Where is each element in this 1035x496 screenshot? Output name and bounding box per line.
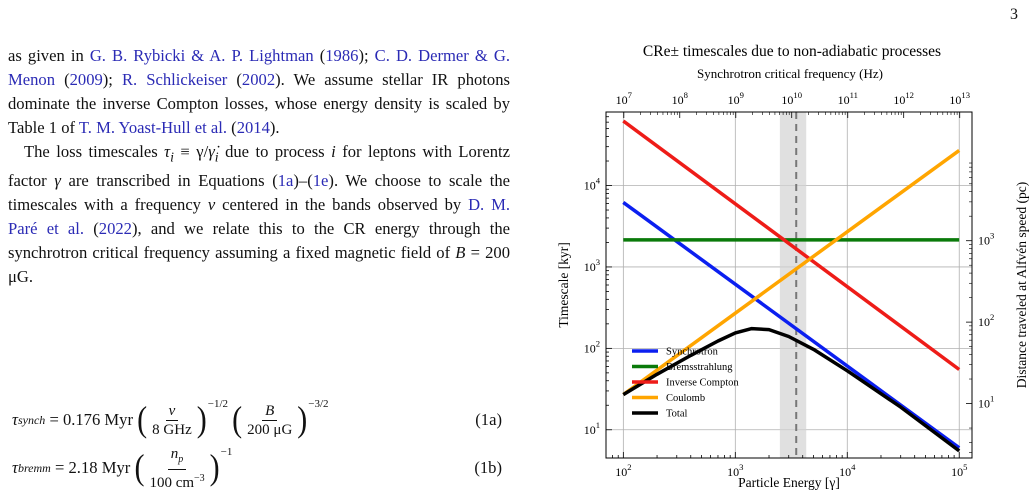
- citation-link[interactable]: R. Schlickeiser: [121, 70, 228, 89]
- equation-ref-link[interactable]: 1a: [277, 171, 294, 191]
- equation-ref-link[interactable]: 1e: [312, 171, 329, 191]
- top-tick-label: 1012: [893, 90, 914, 107]
- body-text: as given in G. B. Rybicki & A. P. Lightm…: [8, 44, 510, 289]
- top-tick-label: 109: [728, 90, 744, 107]
- citation-year-link[interactable]: 2014: [236, 118, 270, 137]
- top-tick-label: 1013: [949, 90, 970, 107]
- right-tick-label: 102: [978, 312, 994, 329]
- series-line-inverse-compton: [622, 119, 961, 371]
- top-tick-label: 108: [672, 90, 688, 107]
- shaded-band: [779, 112, 807, 458]
- top-tick-label: 107: [616, 90, 633, 107]
- citation-year-link[interactable]: 2022: [98, 219, 132, 239]
- citation-link[interactable]: T. M. Yoast-Hull et al.: [78, 118, 228, 137]
- top-tick-label: 1011: [838, 90, 858, 107]
- legend-label: Synchrotron: [666, 347, 719, 358]
- citation-link[interactable]: G. B. Rybicki & A. P. Lightman: [89, 46, 314, 65]
- x-tick-label: 104: [839, 462, 856, 479]
- paragraph-2: The loss timescales τi ≡ γ/γ̇i due to pr…: [8, 142, 511, 287]
- legend-label: Total: [666, 409, 688, 420]
- chart-title: CRe± timescales due to non-adiabatic pro…: [643, 43, 941, 60]
- equation-number: (1a): [475, 410, 502, 429]
- plot-frame: [605, 111, 973, 459]
- y-tick-label: 103: [584, 257, 600, 274]
- equation-1b: τ bremm = 2.18 Myr (np 100 cm−3) −1 (1b): [12, 445, 502, 491]
- x-tick-label: 102: [615, 462, 631, 479]
- series-line-total: [622, 326, 961, 453]
- top-tick-label: 1010: [781, 90, 802, 107]
- citation-year-link[interactable]: 2009: [69, 70, 103, 89]
- top-axis-label: Synchrotron critical frequency (Hz): [697, 66, 883, 81]
- right-tick-label: 103: [978, 231, 994, 248]
- y-tick-label: 102: [584, 338, 600, 355]
- paragraph-1: as given in G. B. Rybicki & A. P. Lightm…: [8, 46, 510, 137]
- legend-label: Bremsstrahlung: [666, 362, 733, 373]
- equation-1a: τ synch = 0.176 Myr (ν 8 GHz) −1/2 (B 200 μG…: [12, 398, 502, 440]
- citation-year-link[interactable]: 1986: [325, 46, 359, 65]
- legend-label: Coulomb: [666, 393, 705, 404]
- legend-label: Inverse Compton: [666, 378, 739, 389]
- right-axis-label: Distance traveled at Alfvén speed (pc): [1014, 182, 1029, 389]
- series-line-coulomb: [622, 148, 961, 397]
- x-tick-label: 105: [951, 462, 967, 479]
- citation-link[interactable]: D. M. Paré et al.: [8, 195, 510, 239]
- y-tick-label: 101: [584, 420, 600, 437]
- y-axis-label: Timescale [kyr]: [556, 242, 571, 327]
- citation-year-link[interactable]: 2002: [241, 70, 276, 89]
- y-tick-label: 104: [584, 176, 601, 193]
- equation-number: (1b): [474, 458, 502, 477]
- citation-link[interactable]: C. D. Dermer & G. Menon: [8, 46, 510, 89]
- right-tick-label: 101: [978, 394, 994, 411]
- x-axis-label: Particle Energy [γ]: [738, 475, 840, 490]
- x-tick-label: 103: [727, 462, 743, 479]
- page-number: 3: [1010, 6, 1018, 23]
